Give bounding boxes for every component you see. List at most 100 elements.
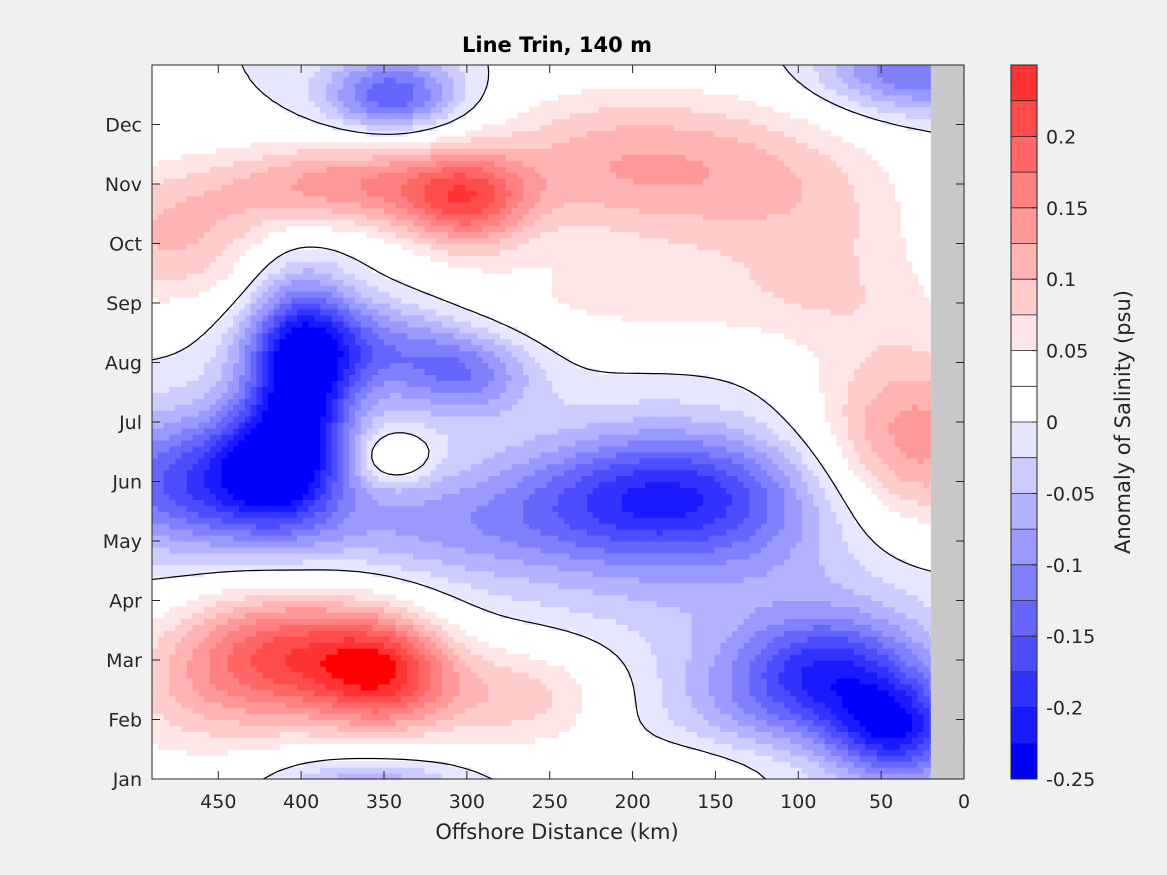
contour-cell: [795, 713, 803, 721]
contour-cell: [407, 606, 414, 613]
contour-cell: [384, 671, 391, 679]
contour-cell: [824, 749, 832, 756]
contour-cell: [430, 523, 437, 530]
contour-cell: [906, 576, 913, 584]
contour-cell: [668, 552, 675, 560]
contour-cell: [221, 707, 228, 715]
contour-cell: [830, 695, 837, 703]
contour-cell: [476, 558, 484, 566]
contour-cell: [314, 707, 321, 715]
contour-cell: [726, 642, 733, 649]
contour-cell: [807, 665, 814, 673]
contour-cell: [708, 743, 716, 750]
contour-cell: [366, 648, 373, 655]
contour-cell: [836, 636, 843, 643]
contour-cell: [703, 618, 710, 625]
contour-cell: [534, 707, 542, 715]
contour-cell: [552, 552, 559, 560]
contour-cell: [819, 558, 826, 566]
contour-cell: [465, 707, 472, 715]
contour-cell: [917, 570, 924, 578]
contour-cell: [250, 660, 257, 667]
contour-cell: [244, 683, 252, 691]
contour-cell: [737, 594, 745, 602]
contour-cell: [227, 642, 234, 649]
contour-cell: [186, 636, 194, 643]
contour-cell: [923, 671, 930, 679]
contour-cell: [523, 564, 530, 572]
contour-cell: [453, 671, 460, 679]
contour-cell: [511, 707, 518, 715]
contour-cell: [749, 636, 756, 643]
contour-cell: [662, 523, 669, 530]
contour-cell: [186, 529, 194, 536]
contour-cell: [297, 689, 304, 697]
contour-cell: [326, 731, 333, 738]
contour-cell: [819, 535, 826, 542]
contour-cell: [488, 648, 495, 655]
contour-cell: [308, 552, 315, 560]
contour-cell: [401, 624, 408, 631]
contour-cell: [923, 689, 930, 697]
contour-cell: [888, 618, 895, 625]
contour-cell: [366, 695, 373, 703]
contour-cell: [436, 523, 443, 530]
contour-cell: [384, 719, 391, 727]
contour-cell: [865, 683, 872, 691]
contour-cell: [679, 612, 687, 619]
contour-cell: [871, 618, 878, 625]
contour-cell: [563, 576, 571, 584]
contour-cell: [842, 606, 849, 613]
contour-cell: [621, 618, 629, 625]
contour-cell: [592, 636, 600, 643]
contour-cell: [813, 582, 820, 590]
contour-cell: [819, 743, 826, 750]
contour-cell: [650, 552, 658, 560]
contour-cell: [882, 630, 890, 637]
contour-cell: [766, 701, 774, 709]
contour-cell: [523, 695, 530, 703]
contour-cell: [859, 707, 866, 715]
contour-cell: [674, 695, 681, 703]
contour-cell: [674, 546, 681, 554]
contour-cell: [848, 767, 855, 774]
contour-cell: [685, 725, 692, 732]
contour-cell: [181, 624, 188, 631]
contour-cell: [430, 707, 437, 715]
contour-cell: [384, 529, 391, 536]
contour-cell: [233, 612, 240, 619]
contour-cell: [784, 546, 791, 554]
contour-cell: [465, 588, 472, 596]
contour-cell: [795, 648, 803, 655]
contour-cell: [430, 564, 437, 572]
contour-cell: [273, 523, 281, 530]
contour-cell: [621, 541, 629, 548]
contour-cell: [378, 665, 385, 673]
contour-cell: [326, 648, 333, 655]
contour-cell: [813, 523, 820, 530]
contour-cell: [285, 630, 292, 637]
contour-cell: [401, 642, 408, 649]
contour-cell: [795, 731, 803, 738]
contour-cell: [749, 552, 756, 560]
contour-cell: [523, 606, 530, 613]
contour-cell: [871, 576, 878, 584]
contour-cell: [917, 576, 924, 584]
contour-cell: [691, 731, 698, 738]
contour-cell: [372, 773, 379, 780]
contour-cell: [848, 588, 855, 596]
contour-cell: [476, 594, 484, 602]
contour-cell: [476, 660, 484, 667]
contour-cell: [697, 725, 704, 732]
contour-cell: [389, 761, 397, 768]
contour-cell: [291, 564, 298, 572]
contour-cell: [882, 558, 890, 566]
contour-cell: [830, 642, 837, 649]
contour-cell: [743, 582, 750, 590]
contour-cell: [900, 689, 907, 697]
contour-cell: [291, 773, 298, 780]
contour-cell: [882, 665, 890, 673]
contour-cell: [784, 564, 791, 572]
contour-cell: [627, 654, 634, 661]
contour-cell: [790, 558, 797, 566]
